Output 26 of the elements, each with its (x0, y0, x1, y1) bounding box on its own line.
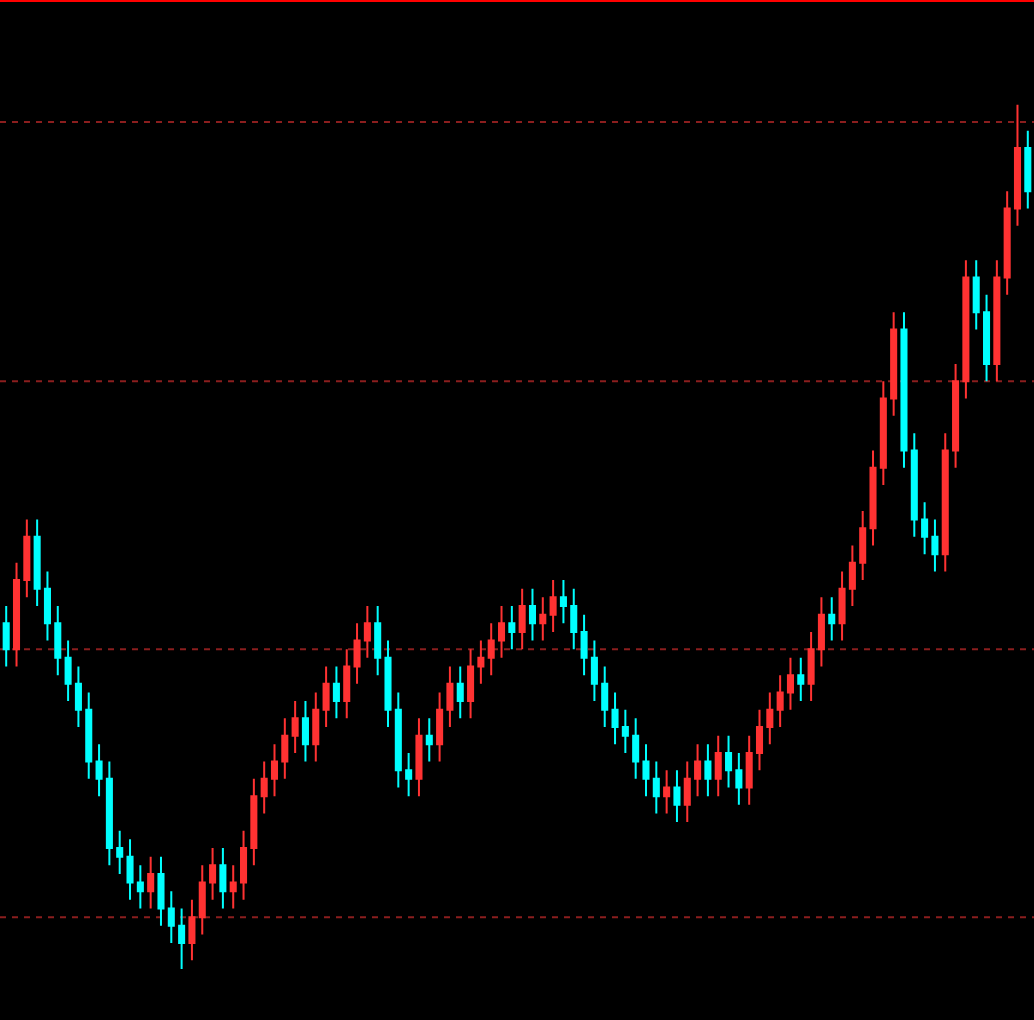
candlestick (549, 579, 557, 633)
candlestick (322, 665, 330, 728)
candlestick (993, 259, 1001, 383)
candlestick (188, 898, 196, 962)
candlestick (714, 734, 722, 798)
candlestick (425, 717, 433, 763)
candlestick (508, 605, 516, 651)
candlestick (797, 656, 805, 703)
candlestick (673, 769, 681, 824)
candlestick (415, 717, 423, 798)
candlestick (456, 665, 464, 720)
candlestick (704, 743, 712, 798)
candlestick (291, 700, 299, 754)
candlestick (301, 700, 309, 763)
candlestick (1024, 129, 1032, 210)
candlestick (332, 665, 340, 720)
candlestick (828, 596, 836, 642)
candlestick (663, 769, 671, 815)
candlestick (2, 605, 10, 668)
candlestick (518, 587, 526, 651)
candlestick (219, 847, 227, 910)
candlestick (312, 691, 320, 763)
candlestick (539, 596, 547, 642)
candlestick (528, 587, 536, 642)
candlestick (343, 648, 351, 720)
candlestick (147, 855, 155, 910)
